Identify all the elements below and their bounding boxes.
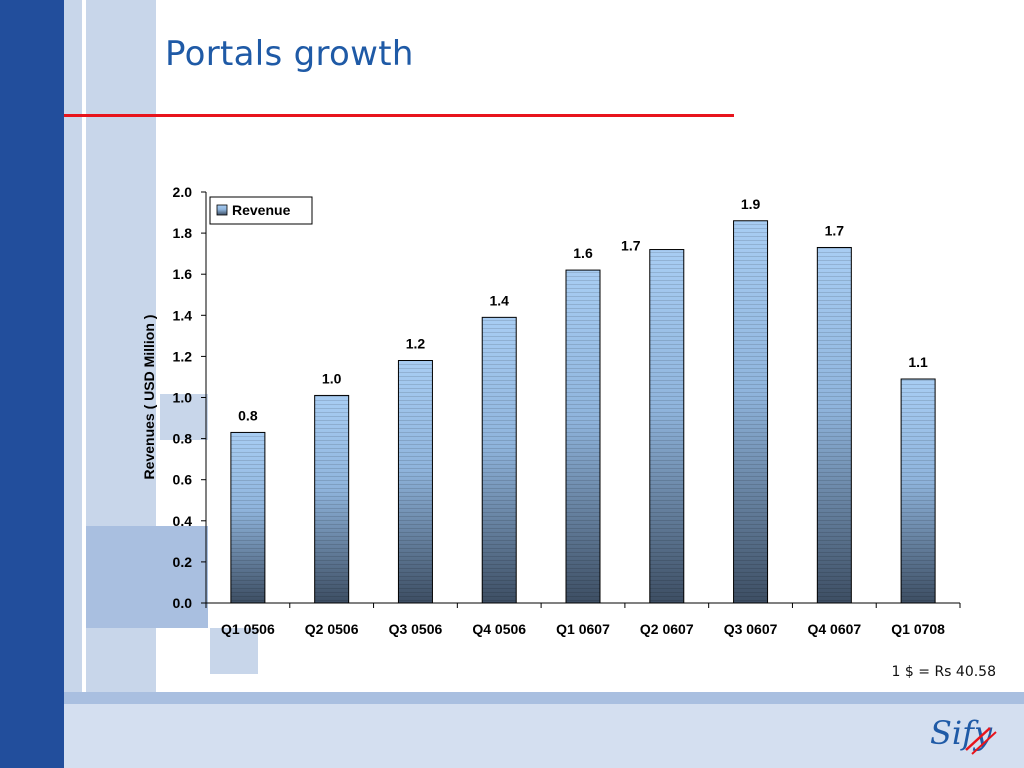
- title-underline: [64, 114, 734, 117]
- y-axis-title: Revenues ( USD Million ): [141, 315, 157, 480]
- legend: Revenue: [209, 196, 313, 225]
- y-tick-label: 1.6: [173, 266, 193, 282]
- x-tick-label: Q2 0607: [640, 621, 694, 637]
- bar-data-label: 1.7: [825, 222, 845, 238]
- left-band-light-2: [86, 0, 156, 768]
- bar-data-label: 1.9: [741, 196, 761, 212]
- x-tick-label: Q2 0506: [305, 621, 359, 637]
- bar-texture: [733, 220, 768, 603]
- bar-data-label: 1.7: [621, 238, 641, 254]
- bar-data-label: 0.8: [238, 407, 258, 423]
- left-square-3: [160, 394, 208, 440]
- x-tick-label: Q1 0607: [556, 621, 610, 637]
- bar-texture: [314, 395, 349, 603]
- legend-swatch: [216, 204, 228, 216]
- y-tick-label: 0.0: [173, 595, 193, 611]
- y-tick-label: 0.8: [173, 431, 193, 447]
- bar-data-label: 1.1: [908, 354, 928, 370]
- bar-texture: [817, 247, 852, 604]
- bar-texture: [649, 249, 684, 604]
- y-tick-label: 0.4: [173, 513, 193, 529]
- x-tick-label: Q4 0607: [807, 621, 861, 637]
- bar-texture: [482, 317, 517, 603]
- y-tick-label: 1.2: [173, 348, 193, 364]
- x-tick-label: Q4 0506: [472, 621, 526, 637]
- bar-texture: [230, 432, 265, 603]
- sify-logo: Sify: [930, 714, 997, 755]
- bar-texture: [901, 379, 936, 603]
- y-tick-label: 0.2: [173, 554, 193, 570]
- left-square-1: [86, 526, 208, 628]
- bar-data-label: 1.4: [489, 292, 509, 308]
- y-tick-label: 1.4: [173, 307, 193, 323]
- revenue-bar-chart: 0.0 0.2 0.4 0.6 0.8 1.0 1.2 1.4 1.6 1.8 2.0 Q1 050…: [141, 184, 961, 637]
- x-tick-label: Q3 0506: [389, 621, 443, 637]
- left-square-2: [210, 628, 258, 674]
- x-tick-label: Q3 0607: [724, 621, 778, 637]
- y-tick-label: 1.0: [173, 390, 193, 406]
- bar-texture: [566, 270, 600, 603]
- exchange-rate-note: 1 $ = Rs 40.58: [891, 664, 996, 680]
- bottom-band-dark: [64, 692, 1024, 704]
- left-band-dark: [0, 0, 64, 768]
- y-tick-label: 2.0: [173, 184, 193, 200]
- y-tick-label: 1.8: [173, 225, 193, 241]
- left-band-light-1: [64, 0, 82, 768]
- legend-label: Revenue: [232, 202, 291, 218]
- x-tick-label: Q1 0708: [891, 621, 945, 637]
- y-tick-label: 0.6: [173, 472, 193, 488]
- bar-data-label: 1.0: [322, 370, 342, 386]
- bar-texture: [398, 360, 433, 603]
- bar-data-label: 1.2: [406, 336, 426, 352]
- bar-data-label: 1.6: [573, 245, 593, 261]
- slide-title: Portals growth: [165, 34, 414, 74]
- bottom-band-light: [64, 704, 1024, 768]
- x-tick-label: Q1 0506: [221, 621, 275, 637]
